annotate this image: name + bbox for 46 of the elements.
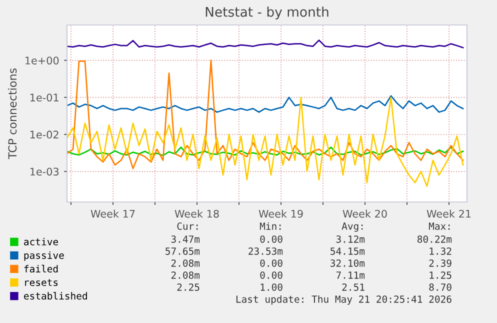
text: 2.39 <box>429 259 452 267</box>
text: 54.15m <box>330 248 365 255</box>
text: 0.00 <box>260 259 282 267</box>
text: 7.11m <box>336 272 365 279</box>
y-tick-label: 1e-03 <box>30 168 59 176</box>
legend-label: resets <box>25 279 58 286</box>
x-tick-label: Week 17 <box>90 210 135 218</box>
text: 3.47m <box>171 235 200 243</box>
line-series <box>67 60 464 170</box>
text: 1.00 <box>260 283 282 291</box>
text: 1.32 <box>430 247 452 255</box>
y-tick-label: 1e-02 <box>30 130 58 139</box>
text: Last update: Thu May 21 20:25:41 2026 <box>236 295 452 305</box>
line-series <box>67 146 464 156</box>
legend-label: active <box>24 238 58 246</box>
text: 23.53m <box>248 247 283 255</box>
line-series <box>67 95 464 113</box>
line-series <box>67 40 464 48</box>
text: 0.00 <box>260 235 282 243</box>
chart-title: Netstat - by month <box>206 6 328 20</box>
text: 57.65m <box>166 247 200 255</box>
x-tick-label: Week 21 <box>426 210 471 218</box>
text: 3.12m <box>336 235 365 243</box>
y-tick-label: 1e+00 <box>25 56 59 64</box>
text: 8.70 <box>429 283 452 291</box>
x-tick-label: Week 19 <box>258 210 303 218</box>
text: 2.08m <box>171 259 200 267</box>
text: 2.25 <box>177 283 200 291</box>
legend-label: passive <box>24 251 64 261</box>
text: 2.51 <box>342 283 364 291</box>
x-tick-label: Week 18 <box>174 210 219 218</box>
y-axis-title: TCP connections <box>8 68 17 160</box>
legend-label: established <box>24 292 87 300</box>
line-series <box>67 96 464 187</box>
text: Min: <box>260 222 281 230</box>
text: Cur: <box>177 222 198 230</box>
y-tick-label: 1e-01 <box>30 94 58 102</box>
text: Avg: <box>342 222 363 232</box>
legend-label: failed <box>24 264 58 272</box>
text: Max: <box>428 222 450 230</box>
text: 2.08m <box>171 271 200 279</box>
text: 32.10m <box>330 259 365 267</box>
text: 1.25 <box>430 271 452 279</box>
text: 80.22m <box>418 235 452 243</box>
x-tick-label: Week 20 <box>342 210 387 218</box>
text: 0.00 <box>260 271 282 279</box>
